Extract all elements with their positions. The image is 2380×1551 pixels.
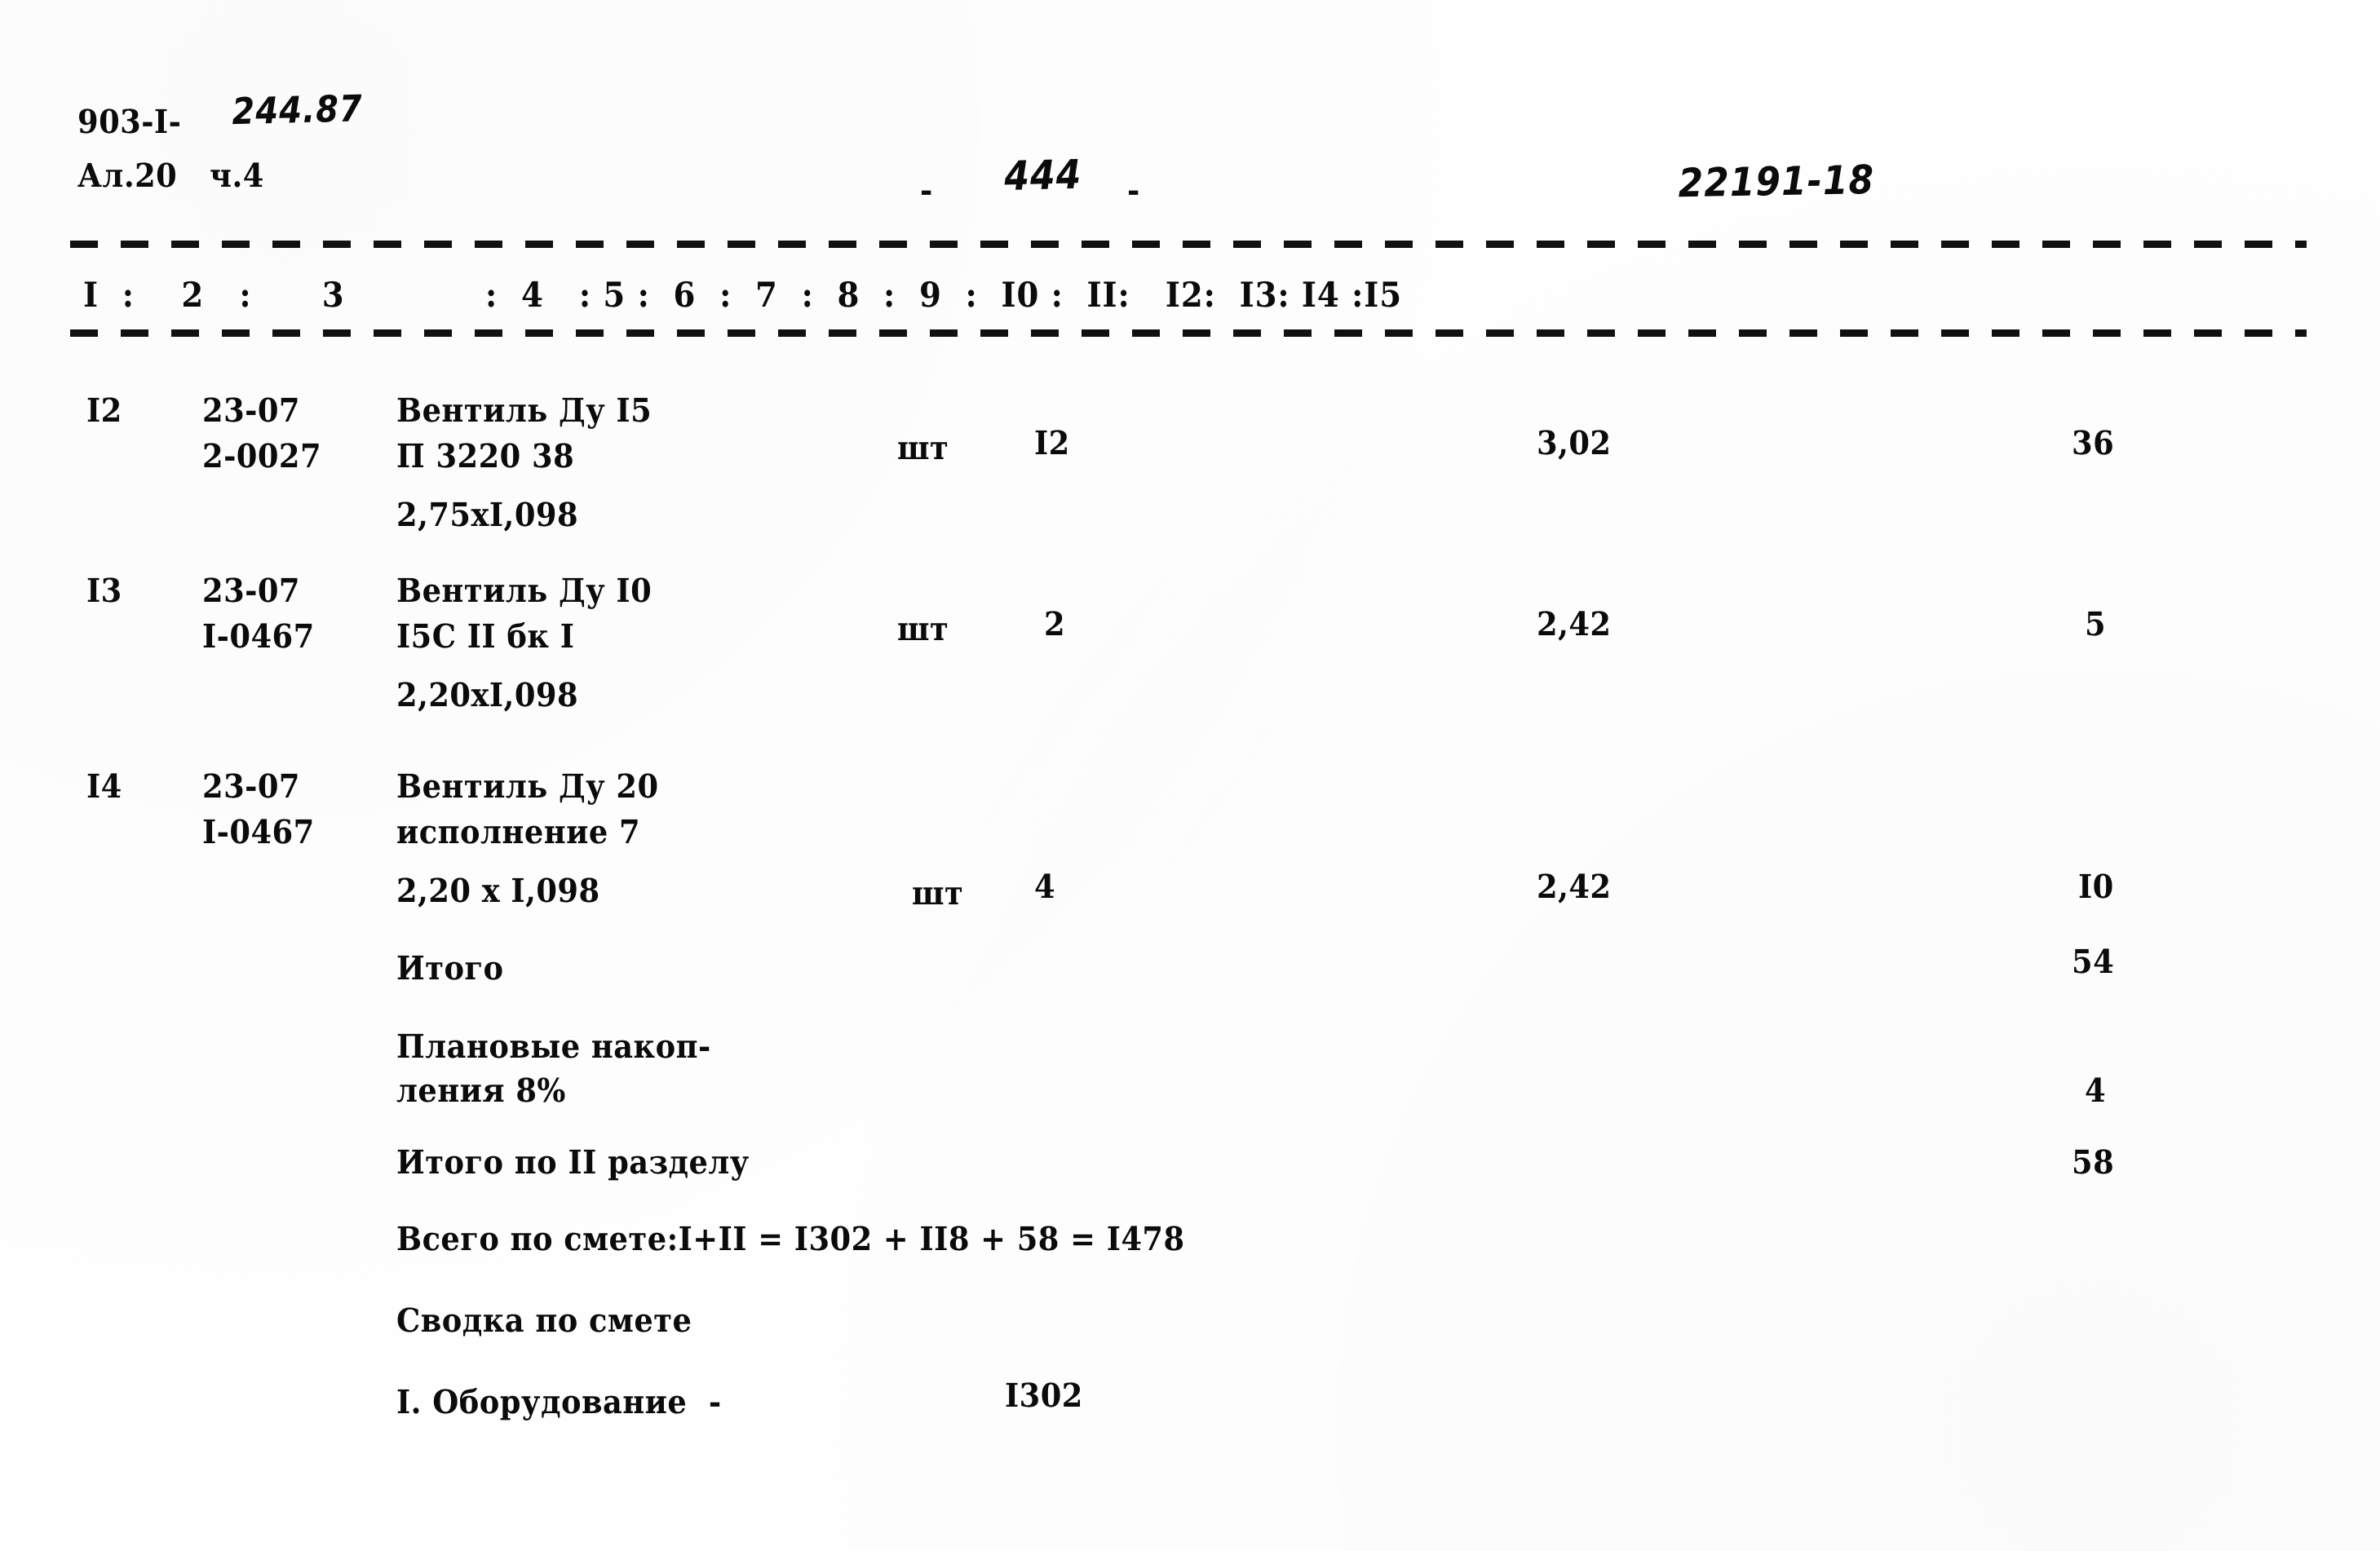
series-code-handwritten: 244.87: [231, 87, 364, 134]
table-column-headers: I : 2 : 3 : 4 : 5 : 6 : 7 : 8 : 9 : I0 :…: [83, 275, 1403, 315]
row-total: 36: [2072, 424, 2115, 462]
table-rule-bottom: [70, 329, 2307, 337]
grand-total-line: Всего по смете:I+II = I302 + II8 + 58 = …: [396, 1220, 1185, 1258]
summary-label-line2: ления 8%: [396, 1072, 566, 1110]
row-code-line2: 2-0027: [202, 437, 322, 475]
summary-value: 58: [2072, 1143, 2115, 1182]
row-unit: шт: [897, 610, 949, 648]
album-part-line: Ал.20 ч.4: [77, 157, 264, 195]
row-code-line1: 23-07: [202, 572, 301, 610]
row-name-line1: Вентиль Ду I0: [396, 572, 653, 610]
summary-label: Итого: [396, 949, 504, 988]
summary-label-line1: Плановые накоп-: [396, 1027, 711, 1066]
row-unit: шт: [897, 429, 949, 467]
row-code-line2: I-0467: [202, 813, 315, 851]
summary-value: 54: [2072, 943, 2115, 981]
row-price: 3,02: [1537, 424, 1612, 462]
row-name-line1: Вентиль Ду 20: [396, 767, 659, 806]
row-name-line2: П 3220 38: [396, 437, 575, 475]
series-code: 903-I-: [77, 103, 182, 141]
page-dash-right: -: [1127, 171, 1140, 210]
summary-item-label: I. Оборудование -: [396, 1383, 722, 1421]
row-number: I2: [86, 391, 122, 430]
page-number-handwritten: 444: [1003, 151, 1082, 201]
summary-value: 4: [2085, 1072, 2107, 1110]
archive-stamp-handwritten: 22191-18: [1678, 157, 1875, 207]
row-quantity: I2: [1034, 424, 1070, 462]
row-number: I4: [86, 767, 122, 806]
row-code-line2: I-0467: [202, 617, 315, 656]
row-quantity: 4: [1034, 868, 1056, 906]
row-quantity: 2: [1044, 605, 1066, 643]
row-name-line3: 2,20xI,098: [396, 676, 579, 714]
summary-label: Итого по II разделу: [396, 1143, 750, 1182]
row-name-line2: исполнение 7: [396, 813, 641, 851]
row-number: I3: [86, 572, 122, 610]
row-name-line3: 2,20 x I,098: [396, 872, 600, 910]
row-code-line1: 23-07: [202, 391, 301, 430]
row-total: 5: [2085, 605, 2107, 643]
row-total: I0: [2078, 868, 2114, 906]
summary-heading: Сводка по смете: [396, 1301, 692, 1340]
row-name-line3: 2,75xI,098: [396, 496, 579, 534]
row-price: 2,42: [1537, 605, 1612, 643]
row-name-line1: Вентиль Ду I5: [396, 391, 653, 430]
summary-item-value: I302: [1005, 1376, 1083, 1415]
page-dash-left: -: [920, 171, 933, 210]
table-rule-top: [70, 241, 2307, 248]
row-price: 2,42: [1537, 868, 1612, 906]
row-code-line1: 23-07: [202, 767, 301, 806]
row-name-line2: I5С II бк I: [396, 617, 575, 656]
row-unit: шт: [912, 874, 964, 912]
